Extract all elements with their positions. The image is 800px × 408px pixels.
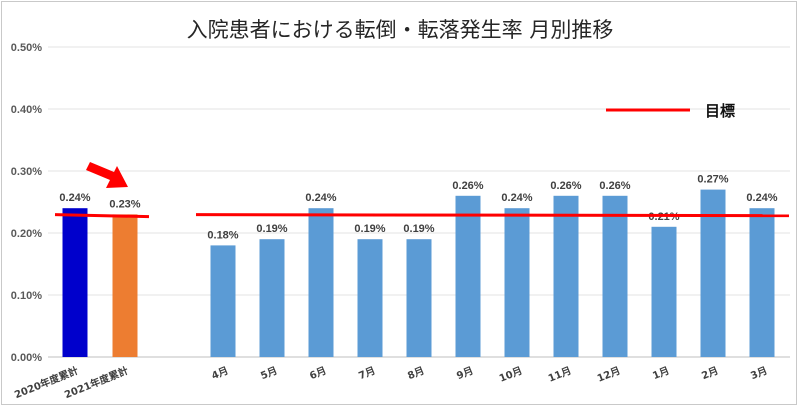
- annotation: [86, 162, 128, 188]
- bar: [504, 208, 530, 357]
- bar: [651, 226, 677, 357]
- x-tick-label: 12月: [595, 365, 622, 385]
- x-tick-label: 5月: [259, 365, 279, 382]
- data-label: 0.26%: [599, 180, 630, 192]
- data-label: 0.24%: [305, 192, 336, 204]
- bar: [602, 195, 628, 357]
- data-label: 0.23%: [109, 198, 140, 210]
- y-tick-label: 0.40%: [11, 104, 42, 116]
- data-label: 0.19%: [403, 223, 434, 235]
- x-tick-label: 10月: [497, 365, 524, 385]
- x-tick-label: 3月: [749, 365, 769, 382]
- data-label: 0.26%: [550, 180, 581, 192]
- x-tick-label: 4月: [210, 365, 230, 382]
- bars: [62, 189, 775, 357]
- red-arrow-icon: [86, 162, 128, 188]
- data-labels: 0.24% 0.23% 0.18% 0.19% 0.24% 0.19% 0.19% 0.26%…: [59, 174, 777, 242]
- bar: [259, 239, 285, 357]
- data-label: 0.27%: [697, 174, 728, 186]
- bar: [112, 214, 138, 357]
- bar: [62, 208, 88, 357]
- x-tick-label: 6月: [308, 365, 328, 382]
- data-label: 0.24%: [746, 192, 777, 204]
- data-label: 0.18%: [207, 229, 238, 241]
- data-label: 0.24%: [59, 192, 90, 204]
- data-label: 0.26%: [452, 180, 483, 192]
- x-tick-label: 1月: [651, 365, 671, 382]
- bar: [700, 189, 726, 357]
- x-tick-label: 9月: [455, 365, 475, 382]
- y-tick-label: 0.00%: [11, 352, 42, 364]
- chart-title: 入院患者における転倒・転落発生率 月別推移: [186, 18, 614, 42]
- data-label: 0.19%: [354, 223, 385, 235]
- target-line-cumulative: [54, 213, 150, 219]
- bar: [406, 239, 432, 357]
- x-tick-label: 2月: [700, 365, 720, 382]
- y-axis-ticks: 0.00% 0.10% 0.20% 0.30% 0.40% 0.50%: [11, 42, 42, 364]
- y-tick-label: 0.50%: [11, 42, 42, 54]
- target-lines: [54, 213, 790, 219]
- bar: [455, 195, 481, 357]
- bar: [357, 239, 383, 357]
- x-tick-label: 8月: [406, 365, 426, 382]
- target-line-monthly: [195, 213, 790, 218]
- legend-label: 目標: [705, 102, 735, 120]
- x-tick-label: 11月: [546, 365, 573, 385]
- bar: [553, 195, 579, 357]
- y-tick-label: 0.20%: [11, 228, 42, 240]
- bar: [749, 208, 775, 357]
- data-label: 0.19%: [256, 223, 287, 235]
- bar: [210, 245, 236, 357]
- y-tick-label: 0.10%: [11, 290, 42, 302]
- data-label: 0.24%: [501, 192, 532, 204]
- bar: [308, 208, 334, 357]
- y-tick-label: 0.30%: [11, 166, 42, 178]
- x-tick-label: 7月: [357, 365, 377, 382]
- legend: 目標: [606, 102, 735, 120]
